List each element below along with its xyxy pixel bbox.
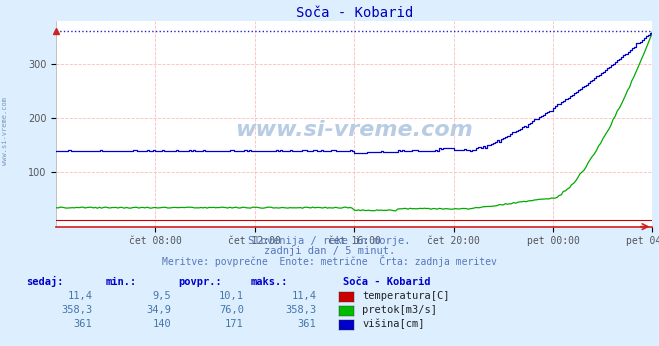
Text: 11,4: 11,4	[67, 291, 92, 301]
Text: maks.:: maks.:	[250, 277, 288, 288]
Text: 34,9: 34,9	[146, 305, 171, 315]
Text: 140: 140	[153, 319, 171, 329]
Text: sedaj:: sedaj:	[26, 276, 64, 288]
Text: min.:: min.:	[105, 277, 136, 288]
Text: zadnji dan / 5 minut.: zadnji dan / 5 minut.	[264, 246, 395, 256]
Text: pretok[m3/s]: pretok[m3/s]	[362, 305, 438, 315]
Text: 358,3: 358,3	[285, 305, 316, 315]
Text: Meritve: povprečne  Enote: metrične  Črta: zadnja meritev: Meritve: povprečne Enote: metrične Črta:…	[162, 255, 497, 267]
Text: 361: 361	[74, 319, 92, 329]
Text: Soča - Kobarid: Soča - Kobarid	[343, 277, 430, 288]
Text: 76,0: 76,0	[219, 305, 244, 315]
Text: Slovenija / reke in morje.: Slovenija / reke in morje.	[248, 236, 411, 246]
Text: povpr.:: povpr.:	[178, 277, 221, 288]
Text: temperatura[C]: temperatura[C]	[362, 291, 450, 301]
Text: www.si-vreme.com: www.si-vreme.com	[235, 120, 473, 140]
Text: 11,4: 11,4	[291, 291, 316, 301]
Text: www.si-vreme.com: www.si-vreme.com	[2, 98, 9, 165]
Text: 171: 171	[225, 319, 244, 329]
Text: 361: 361	[298, 319, 316, 329]
Title: Soča - Kobarid: Soča - Kobarid	[296, 6, 413, 20]
Text: višina[cm]: višina[cm]	[362, 319, 425, 329]
Text: 9,5: 9,5	[153, 291, 171, 301]
Text: 358,3: 358,3	[61, 305, 92, 315]
Text: 10,1: 10,1	[219, 291, 244, 301]
